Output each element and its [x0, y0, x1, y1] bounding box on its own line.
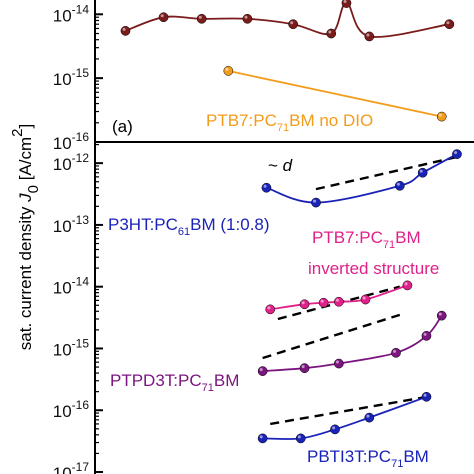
- data-point-highlight: [313, 199, 317, 203]
- data-point-highlight: [301, 301, 305, 305]
- data-point-highlight: [301, 365, 305, 369]
- data-point: [421, 331, 432, 341]
- data-point: [299, 363, 310, 374]
- data-point-highlight: [404, 282, 408, 286]
- panel-b-y-tick-label: 10-17: [53, 460, 90, 474]
- data-point-highlight: [263, 184, 267, 188]
- data-point-highlight: [454, 151, 458, 155]
- data-point-highlight: [290, 21, 294, 25]
- data-point: [421, 391, 432, 402]
- y-axis-label: sat. current density J0 [A/cm2]: [9, 124, 42, 350]
- data-point: [452, 149, 462, 159]
- data-point: [288, 19, 298, 30]
- data-point-highlight: [259, 435, 263, 439]
- data-point: [436, 111, 447, 122]
- data-point: [330, 424, 340, 435]
- data-point-highlight: [328, 30, 332, 34]
- panel-a-series: [120, 0, 455, 122]
- guide-label-scaling: ~ d: [268, 156, 293, 175]
- panel-b-y-tick-label: 10-16: [53, 398, 90, 421]
- panel-b-y-tick-label: 10-13: [53, 213, 90, 236]
- data-point: [299, 299, 310, 310]
- data-point: [265, 304, 276, 315]
- data-point-highlight: [423, 393, 427, 397]
- data-point-highlight: [335, 360, 339, 364]
- data-point: [402, 280, 413, 291]
- data-point-highlight: [366, 414, 370, 418]
- data-point-highlight: [438, 312, 442, 316]
- data-point: [364, 412, 375, 423]
- data-point: [295, 433, 306, 444]
- series-label-p3ht: P3HT:PC61BM (1:0.8): [108, 215, 270, 238]
- data-point: [242, 13, 253, 24]
- data-point: [257, 433, 268, 444]
- data-point-highlight: [225, 67, 229, 71]
- series-label-ptb7-inverted-line2: inverted structure: [308, 259, 439, 278]
- guide-line: [315, 154, 462, 191]
- panel-b-y-ticks: 10-17 10-16 10-15 10-14 10-13 10-12: [53, 143, 103, 474]
- series-line: [262, 315, 443, 372]
- data-point-highlight: [244, 15, 248, 19]
- data-point-highlight: [396, 182, 400, 186]
- data-point-highlight: [259, 368, 263, 372]
- data-point-highlight: [438, 113, 442, 117]
- data-point: [333, 358, 344, 369]
- series-label-ptb7-no-dio: PTB7:PC71BM no DIO: [206, 111, 373, 134]
- series-line: [125, 2, 450, 38]
- data-point-highlight: [423, 332, 427, 336]
- data-point: [333, 296, 344, 307]
- series-label-ptb7-inverted: PTB7:PC71BM: [312, 228, 421, 251]
- series-label-pbti3t: PBTI3T:PC71BM: [307, 447, 429, 470]
- data-point-highlight: [446, 21, 450, 25]
- data-point: [394, 180, 405, 191]
- data-point: [444, 19, 455, 30]
- panel-b-y-tick-label: 10-12: [53, 151, 90, 174]
- series-line: [262, 395, 427, 440]
- data-point: [391, 347, 401, 358]
- data-point-highlight: [160, 14, 164, 18]
- data-point-highlight: [122, 27, 126, 31]
- data-point-highlight: [267, 306, 271, 310]
- panel-a-y-tick-label: 10-14: [53, 2, 90, 25]
- data-point: [311, 197, 321, 208]
- series-label-ptpd3t: PTPD3T:PC71BM: [110, 371, 239, 394]
- data-point-highlight: [198, 15, 202, 19]
- series-line: [228, 70, 442, 118]
- guide-line: [270, 396, 423, 426]
- data-point: [158, 12, 169, 23]
- data-point-highlight: [366, 33, 370, 37]
- data-point-highlight: [343, 0, 347, 4]
- data-point: [257, 366, 268, 376]
- data-point: [196, 13, 207, 24]
- data-point-highlight: [419, 169, 423, 173]
- data-point: [261, 182, 272, 193]
- panel-b-y-tick-label: 10-14: [53, 275, 90, 298]
- data-point: [364, 31, 375, 42]
- panel-b-series: [257, 149, 462, 444]
- panel-a-y-tick-label: 10-16: [53, 130, 90, 153]
- data-point: [417, 167, 428, 178]
- data-point: [436, 310, 447, 321]
- data-point: [223, 66, 234, 76]
- data-point-highlight: [362, 296, 366, 300]
- panel-a-y-tick-label: 10-15: [53, 66, 90, 89]
- panel-label: (a): [112, 117, 133, 136]
- data-point: [120, 26, 131, 36]
- data-point-highlight: [335, 298, 339, 302]
- data-point-highlight: [320, 299, 324, 303]
- data-point: [326, 28, 337, 39]
- data-point-highlight: [393, 349, 397, 353]
- data-point-highlight: [332, 426, 336, 430]
- panel-b-frame: [94, 141, 474, 474]
- data-point: [360, 294, 371, 305]
- guide-line: [262, 313, 401, 360]
- data-point-highlight: [297, 435, 301, 439]
- panel-b-y-tick-label: 10-15: [53, 336, 90, 359]
- panel-a-y-ticks: 10-16 10-15 10-14: [53, 2, 103, 153]
- data-point: [318, 297, 329, 308]
